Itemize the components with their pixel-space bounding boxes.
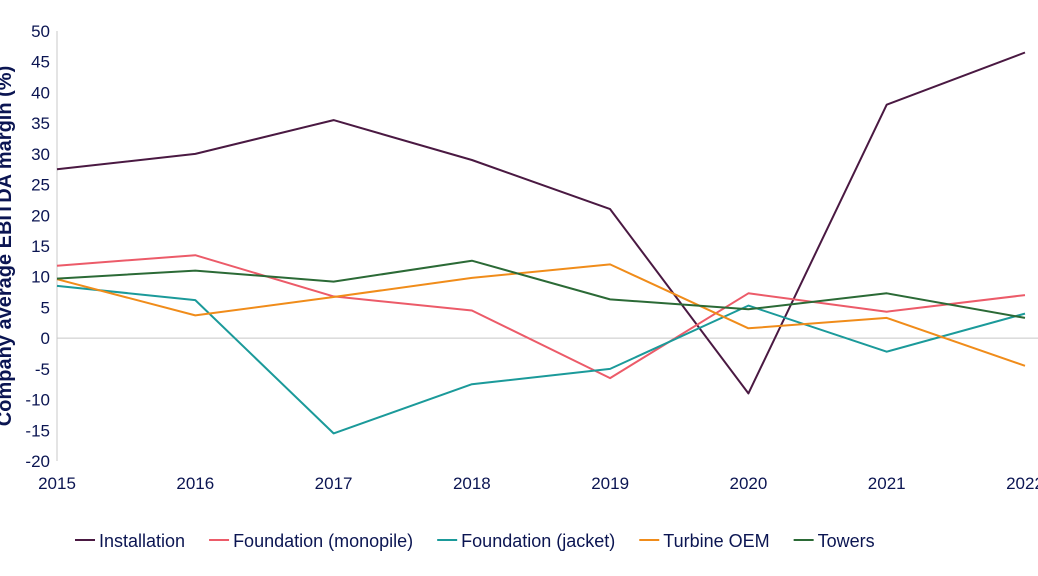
x-tick-label: 2015 — [38, 474, 76, 493]
y-tick-label: -5 — [35, 360, 50, 379]
series-line-foundation-jacket — [56, 284, 1026, 435]
y-tick-label: 5 — [41, 298, 50, 317]
x-tick-label: 2019 — [591, 474, 629, 493]
y-tick-label: 25 — [31, 176, 50, 195]
y-axis-title: Company average EBITDA margin (%) — [0, 66, 16, 426]
legend: Installation Foundation (monopile) Foundat… — [75, 531, 875, 551]
legend-label: Installation — [99, 531, 185, 551]
y-tick-label: -15 — [25, 421, 50, 440]
y-tick-label: -20 — [25, 452, 50, 471]
series-line-installation — [56, 51, 1026, 395]
y-tick-label: 35 — [31, 114, 50, 133]
x-tick-label: 2016 — [176, 474, 214, 493]
legend-item: Foundation (monopile) — [209, 531, 413, 551]
axes — [56, 31, 1038, 461]
x-tick-label: 2017 — [315, 474, 353, 493]
x-tick-label: 2022 — [1006, 474, 1038, 493]
y-tick-label: 30 — [31, 145, 50, 164]
legend-item: Turbine OEM — [639, 531, 770, 551]
y-tick-label: 10 — [31, 268, 50, 287]
x-tick-label: 2021 — [868, 474, 906, 493]
legend-label: Foundation (monopile) — [233, 531, 413, 551]
legend-item: Towers — [793, 531, 875, 551]
x-tick-label: 2018 — [453, 474, 491, 493]
legend-label: Towers — [818, 531, 875, 551]
y-tick-label: -10 — [25, 391, 50, 410]
x-tick-labels: 2015 2016 2017 2018 2019 2020 2021 2022 — [38, 474, 1038, 493]
legend-item: Foundation (jacket) — [437, 531, 615, 551]
legend-label: Foundation (jacket) — [461, 531, 615, 551]
legend-item: Installation — [75, 531, 185, 551]
y-tick-label: 45 — [31, 53, 50, 72]
legend-label: Turbine OEM — [663, 531, 769, 551]
x-tick-label: 2020 — [730, 474, 768, 493]
series-line-towers — [56, 259, 1026, 319]
y-tick-label: 20 — [31, 206, 50, 225]
y-tick-label: 40 — [31, 83, 50, 102]
series-line-turbine-oem — [56, 263, 1026, 367]
y-tick-label: 15 — [31, 237, 50, 256]
series-line-foundation-monopile — [56, 254, 1026, 380]
y-tick-label: 0 — [41, 329, 50, 348]
y-tick-label: 50 — [31, 22, 50, 41]
series-lines — [56, 51, 1026, 435]
